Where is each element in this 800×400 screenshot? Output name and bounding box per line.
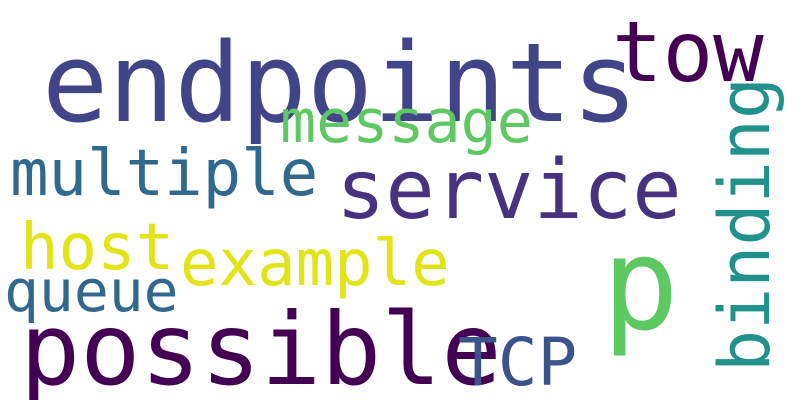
word-binding: binding	[704, 76, 786, 372]
word-p: p	[602, 211, 680, 360]
word-queue: queue	[4, 257, 179, 325]
word-service: service	[336, 143, 682, 238]
word-endpoints: endpoints	[42, 19, 639, 147]
word-message: message	[280, 87, 533, 157]
word-multiple: multiple	[10, 137, 319, 211]
word-possible: possible	[20, 291, 502, 400]
word-example: example	[180, 227, 450, 301]
word-host: host	[20, 211, 175, 285]
word-tow: tow	[612, 3, 764, 101]
word-tcp: TCP	[458, 324, 578, 400]
